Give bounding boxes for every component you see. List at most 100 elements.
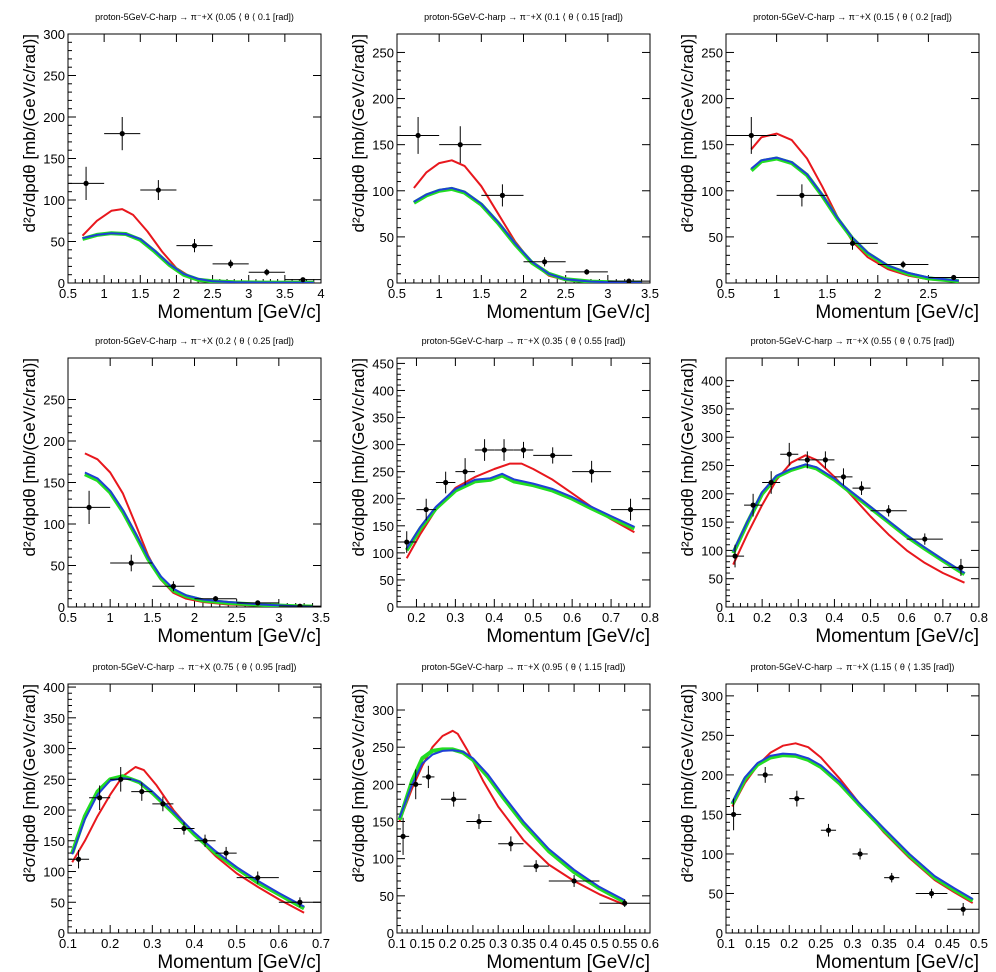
x-tick-label: 0.4 (485, 610, 503, 625)
x-tick-label: 0.6 (898, 610, 916, 625)
data-point (202, 838, 208, 844)
y-tick-label: 150 (372, 519, 394, 534)
x-tick-label: 0.5 (59, 610, 77, 625)
data-point (212, 596, 219, 602)
y-tick-label: 50 (51, 235, 65, 250)
x-tick-label: 2 (874, 286, 881, 301)
series-line-blue (82, 232, 314, 283)
data-point (255, 600, 261, 606)
chart-panel-8: proton-5GeV-C-harp → π⁻+X (0.95 ⟨ θ ⟨ 1.… (349, 662, 659, 972)
data-point (128, 560, 134, 566)
x-tick-label: 2.5 (204, 286, 222, 301)
chart-panel-5: proton-5GeV-C-harp → π⁻+X (0.35 ⟨ θ ⟨ 0.… (349, 336, 659, 647)
chart-panel-7: proton-5GeV-C-harp → π⁻+X (0.75 ⟨ θ ⟨ 0.… (20, 662, 330, 972)
plot-frame (396, 33, 651, 284)
y-tick-label: 250 (43, 772, 65, 787)
y-axis-label: d²σ/dpdθ [mb/(GeV/c/rad)] (20, 684, 39, 883)
curves (68, 766, 321, 914)
data-point (622, 900, 628, 906)
y-tick-label: 250 (43, 69, 65, 84)
plot-frame (67, 357, 322, 608)
y-axis-label: d²σ/dpdθ [mb/(GeV/c/rad)] (678, 358, 697, 557)
y-tick-label: 200 (372, 492, 394, 507)
y-tick-label: 50 (709, 572, 723, 587)
data-point (155, 187, 161, 193)
data-point (922, 536, 928, 542)
y-tick-label: 300 (701, 430, 723, 445)
series-line-blue (84, 471, 313, 607)
x-tick-label: 0.1 (717, 936, 735, 951)
series-line-green (749, 156, 959, 283)
y-tick-label: 50 (709, 230, 723, 245)
y-tick-label: 250 (43, 393, 65, 408)
y-tick-label: 200 (43, 434, 65, 449)
y-axis-label: d²σ/dpdθ [mb/(GeV/c/rad)] (349, 684, 368, 883)
y-tick-label: 100 (43, 865, 65, 880)
x-tick-label: 0.25 (460, 936, 485, 951)
data-point (160, 801, 166, 807)
x-axis-label: Momentum [GeV/c] (486, 952, 650, 972)
data-point (223, 850, 229, 856)
y-tick-label: 100 (372, 184, 394, 199)
chart-panel-9: proton-5GeV-C-harp → π⁻+X (1.15 ⟨ θ ⟨ 1.… (678, 662, 988, 972)
data-point (462, 469, 468, 475)
x-tick-label: 0.5 (970, 936, 988, 951)
data-point (889, 875, 895, 881)
data-point (255, 875, 261, 881)
y-tick-label: 400 (372, 383, 394, 398)
y-tick-label: 100 (372, 852, 394, 867)
y-tick-label: 250 (372, 465, 394, 480)
x-tick-label: 0.55 (612, 936, 637, 951)
data-point (170, 583, 177, 589)
x-tick-label: 3 (604, 286, 611, 301)
y-tick-label: 50 (380, 889, 394, 904)
data-point (627, 506, 634, 513)
series-line-blue (731, 752, 974, 900)
y-tick-label: 100 (43, 517, 65, 532)
y-axis-label: d²σ/dpdθ [mb/(GeV/c/rad)] (20, 358, 39, 557)
y-axis-label: d²σ/dpdθ [mb/(GeV/c/rad)] (678, 684, 697, 883)
x-tick-label: 3 (245, 286, 252, 301)
data-point (900, 261, 906, 268)
x-axis-label: Momentum [GeV/c] (157, 952, 321, 972)
series-line-red (732, 454, 965, 584)
y-tick-label: 50 (51, 559, 65, 574)
series-line-blue (398, 749, 626, 902)
y-tick-label: 400 (43, 680, 65, 695)
chart-title: proton-5GeV-C-harp → π⁻+X (0.2 ⟨ θ ⟨ 0.2… (95, 336, 294, 346)
y-tick-label: 250 (701, 45, 723, 60)
series-line-red (398, 729, 626, 906)
y-tick-label: 200 (43, 803, 65, 818)
y-tick-label: 150 (372, 138, 394, 153)
y-tick-label: 200 (43, 110, 65, 125)
x-tick-label: 0.4 (825, 610, 843, 625)
series-line-green (730, 753, 974, 903)
x-tick-label: 0.5 (590, 936, 608, 951)
data-point (297, 603, 303, 607)
y-tick-label: 150 (701, 138, 723, 153)
y-tick-label: 100 (701, 184, 723, 199)
chart-title: proton-5GeV-C-harp → π⁻+X (1.15 ⟨ θ ⟨ 1.… (751, 662, 955, 672)
x-tick-label: 2.5 (919, 286, 937, 301)
curves (397, 439, 650, 559)
x-tick-label: 0.8 (641, 610, 659, 625)
data-point (425, 774, 431, 780)
y-tick-label: 200 (701, 768, 723, 783)
chart-panel-1: proton-5GeV-C-harp → π⁻+X (0.05 ⟨ θ ⟨ 0.… (20, 12, 325, 323)
x-axis-label: Momentum [GeV/c] (815, 952, 979, 972)
y-tick-label: 300 (372, 438, 394, 453)
x-tick-label: 0.45 (561, 936, 586, 951)
x-tick-label: 0.5 (862, 610, 880, 625)
chart-panel-3: proton-5GeV-C-harp → π⁻+X (0.15 ⟨ θ ⟨ 0.… (678, 12, 980, 323)
x-axis-label: Momentum [GeV/c] (486, 302, 650, 323)
y-tick-label: 50 (380, 230, 394, 245)
y-tick-label: 100 (701, 543, 723, 558)
x-tick-label: 0.3 (446, 610, 464, 625)
data-point (264, 269, 270, 275)
x-tick-label: 2.5 (228, 610, 246, 625)
x-tick-label: 0.5 (228, 936, 246, 951)
x-tick-label: 0.6 (270, 936, 288, 951)
y-tick-label: 300 (43, 27, 65, 42)
data-point (443, 479, 449, 486)
